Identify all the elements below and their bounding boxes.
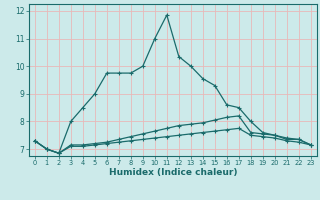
X-axis label: Humidex (Indice chaleur): Humidex (Indice chaleur) (108, 168, 237, 177)
